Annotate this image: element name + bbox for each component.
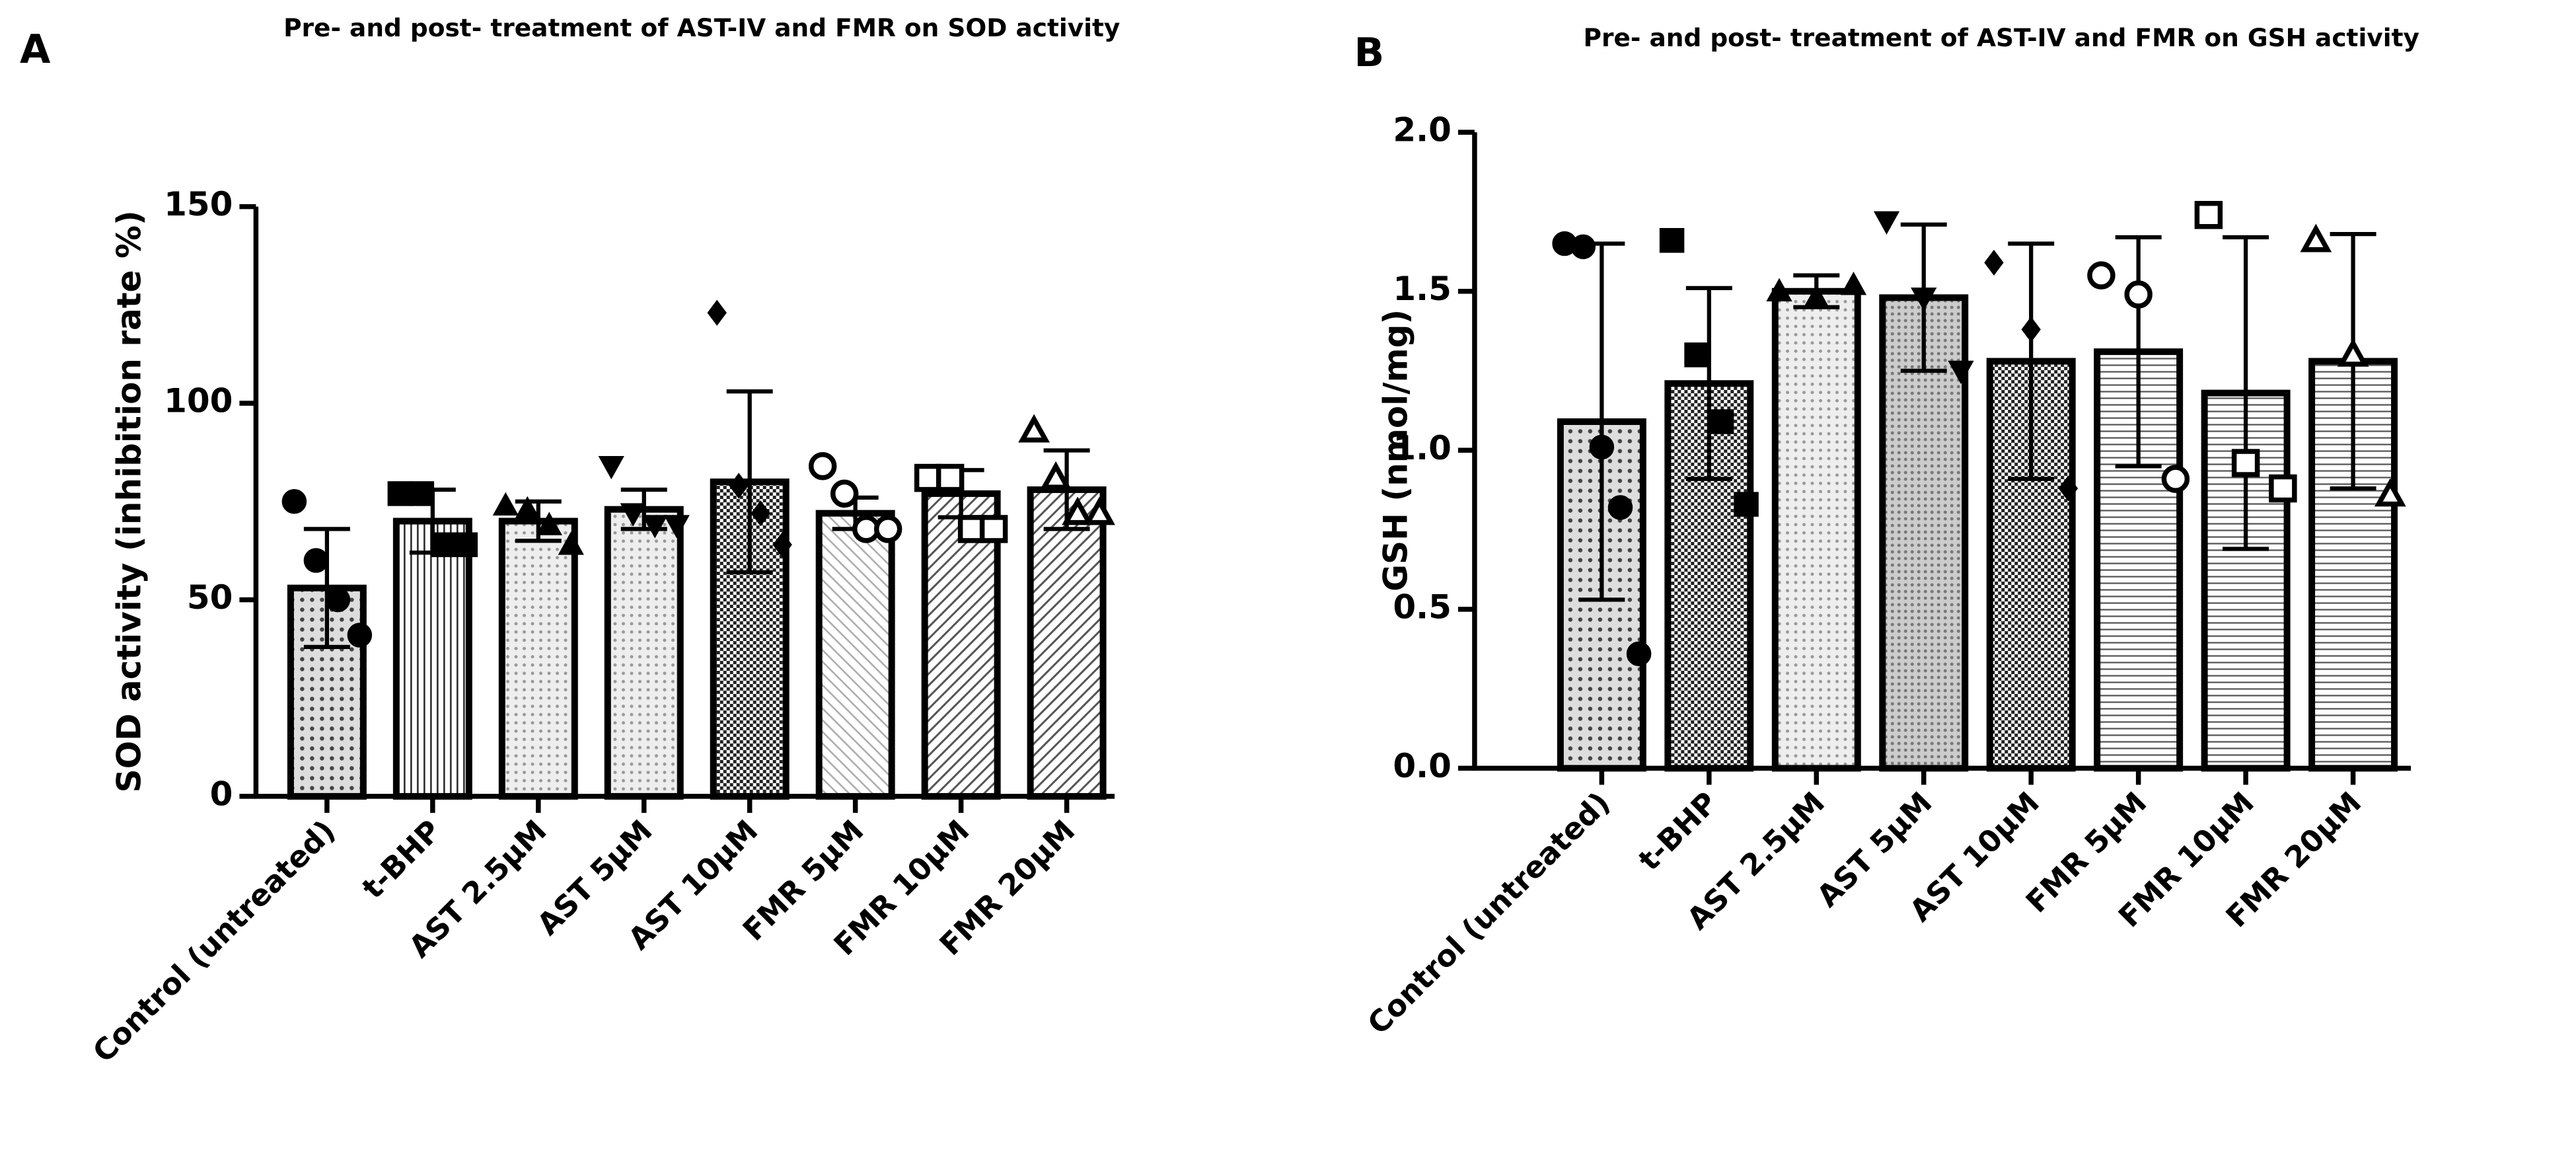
data-point	[936, 463, 965, 492]
data-point	[914, 463, 943, 492]
data-point	[751, 500, 770, 527]
x-tick-label: Control (untreated)	[1360, 785, 1617, 1042]
data-point	[808, 451, 837, 480]
data-point	[642, 515, 668, 539]
bar	[392, 518, 472, 800]
y-tick-label: 0.5	[1393, 588, 1452, 626]
data-point	[1607, 495, 1633, 520]
data-point	[2269, 474, 2297, 503]
y-tick-label: 150	[164, 185, 233, 223]
data-point	[325, 587, 351, 613]
data-point	[1948, 360, 1974, 385]
data-point	[1084, 496, 1115, 525]
data-point	[514, 496, 540, 519]
data-point	[772, 531, 792, 558]
bar	[921, 490, 1001, 800]
data-point	[1062, 496, 1093, 525]
data-point	[347, 623, 373, 648]
data-point	[536, 512, 562, 535]
data-point	[492, 492, 519, 516]
data-point	[598, 455, 624, 480]
data-point	[409, 481, 435, 506]
y-tick-label: 50	[187, 578, 233, 617]
bar	[604, 506, 684, 800]
data-point	[431, 532, 457, 557]
data-point	[1766, 278, 1792, 301]
x-tick-label: t-BHP	[1632, 785, 1724, 878]
data-point	[387, 481, 413, 506]
data-point	[1984, 249, 2004, 276]
charts: A Pre- and post- treatment of AST-IV and …	[20, 13, 2419, 1069]
data-point	[2337, 338, 2369, 367]
data-point	[1734, 492, 1759, 517]
y-tick-label: 0	[210, 775, 233, 813]
y-tick-label: 0.0	[1393, 747, 1452, 785]
data-point	[2021, 316, 2041, 343]
data-point	[2161, 465, 2190, 493]
y-axis-label: GSH (nmol/mg)	[1376, 309, 1415, 592]
data-point	[620, 503, 646, 527]
data-point	[663, 515, 690, 539]
data-point	[1803, 284, 1829, 308]
bar	[498, 518, 578, 800]
data-point	[1709, 409, 1734, 434]
data-point	[1911, 288, 1937, 311]
data-point	[2124, 280, 2153, 309]
y-axis-label: SOD activity (inhibition rate %)	[110, 210, 148, 792]
y-tick-label: 1.5	[1393, 270, 1452, 308]
data-point	[1018, 414, 1050, 443]
y-tick-label: 100	[164, 382, 233, 420]
data-point	[1570, 234, 1596, 260]
data-point	[729, 473, 749, 499]
data-point	[1840, 272, 1867, 295]
data-point	[1589, 434, 1615, 460]
data-point	[2087, 261, 2116, 289]
panel-label: A	[20, 26, 51, 73]
data-point	[1626, 641, 1652, 666]
data-point	[2231, 449, 2260, 477]
data-point	[1040, 461, 1072, 490]
chart-title: Pre- and post- treatment of AST-IV and F…	[283, 13, 1120, 42]
data-point	[1684, 342, 1709, 367]
data-point	[2058, 475, 2079, 502]
data-point	[453, 532, 478, 557]
data-point	[979, 515, 1008, 543]
bar	[1771, 288, 1861, 772]
data-point	[873, 515, 902, 543]
chart-title: Pre- and post- treatment of AST-IV and F…	[1583, 23, 2419, 52]
bar	[1027, 486, 1107, 800]
data-point	[707, 299, 727, 326]
data-point	[281, 489, 307, 514]
data-point	[830, 479, 859, 508]
x-tick-label: Control (untreated)	[86, 813, 342, 1069]
panel-label: B	[1354, 30, 1384, 76]
x-tick-label: t-BHP	[355, 813, 448, 905]
data-point	[2374, 478, 2406, 507]
data-point	[303, 548, 329, 573]
y-tick-label: 1.0	[1393, 429, 1452, 467]
y-tick-label: 2.0	[1393, 111, 1452, 149]
data-point	[2300, 223, 2332, 252]
data-point	[2194, 201, 2223, 229]
data-point	[1659, 228, 1685, 253]
data-point	[558, 531, 584, 555]
bar	[815, 510, 895, 800]
data-point	[1873, 211, 1900, 235]
